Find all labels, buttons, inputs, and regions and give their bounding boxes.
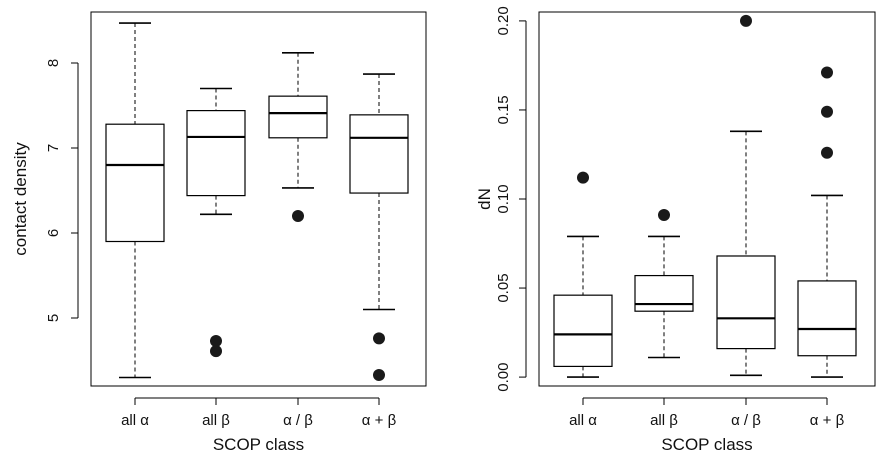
plot-frame (538, 11, 876, 387)
x-tick-label: all β (650, 412, 678, 429)
outlier-point (292, 210, 304, 222)
y-tick-label: 0.10 (495, 184, 512, 213)
x-tick-label: α / β (731, 412, 761, 429)
right-panel-dn: 0.00 0.05 0.10 0.15 0.20 all α all β α / β α + β… (475, 6, 876, 454)
x-tick-label: α + β (362, 412, 397, 429)
outlier-point (821, 66, 833, 79)
y-tick-label: 0.20 (495, 6, 512, 35)
y-tick-label: 0.05 (495, 273, 512, 302)
outlier-point (210, 334, 222, 347)
x-axis-title: SCOP class (213, 435, 304, 454)
y-tick-label: 8 (45, 59, 62, 67)
x-tick-label: all α (121, 412, 149, 429)
box-1 (553, 171, 613, 378)
y-axis-title: dN (475, 188, 494, 210)
box-2 (634, 209, 694, 359)
box-3 (268, 51, 328, 222)
box-2 (186, 87, 246, 358)
box-4 (797, 66, 857, 378)
iqr-box (797, 280, 857, 357)
y-tick-label: 7 (45, 144, 62, 152)
outlier-point (740, 14, 752, 27)
x-tick-label: all β (202, 412, 230, 429)
iqr-box (349, 114, 409, 194)
x-tick-label: α + β (810, 412, 845, 429)
box-3 (716, 14, 776, 377)
x-tick-label: α / β (283, 412, 313, 429)
y-tick-label: 0.15 (495, 95, 512, 124)
box-4 (349, 73, 409, 381)
outlier-point (373, 368, 385, 381)
iqr-box (105, 123, 165, 243)
y-tick-label: 5 (45, 314, 62, 322)
outlier-point (821, 105, 833, 118)
iqr-box (186, 109, 246, 197)
y-tick-label: 0.00 (495, 362, 512, 391)
plot-frame (90, 11, 427, 387)
iqr-box (553, 294, 613, 368)
x-axis-title: SCOP class (661, 435, 752, 454)
left-panel-contact-density: 5 6 7 8 all α all β α / β α + β SCOP class contac… (11, 11, 427, 454)
y-tick-label: 6 (45, 229, 62, 237)
iqr-box (634, 274, 694, 312)
outlier-point (821, 146, 833, 159)
box-1 (105, 22, 165, 379)
outlier-point (373, 332, 385, 345)
outlier-point (210, 345, 222, 358)
iqr-box (716, 255, 776, 350)
outlier-point (658, 209, 670, 222)
outlier-point (577, 171, 589, 184)
x-tick-label: all α (569, 412, 597, 429)
y-axis-title: contact density (11, 142, 30, 256)
iqr-box (268, 95, 328, 139)
